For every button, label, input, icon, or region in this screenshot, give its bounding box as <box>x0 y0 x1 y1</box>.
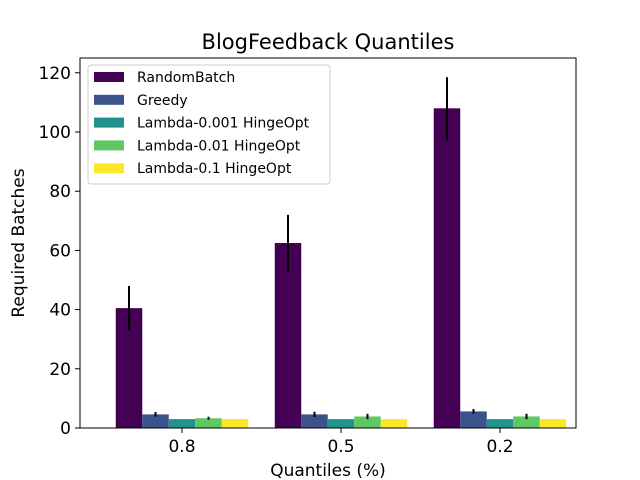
x-axis-label: Quantiles (%) <box>270 461 386 480</box>
legend-label-3: Lambda-0.01 HingeOpt <box>137 138 301 154</box>
y-tick-label-1: 20 <box>49 360 71 380</box>
bars-layer <box>115 108 567 428</box>
bar-1-1 <box>301 414 328 428</box>
bar-3-2 <box>513 416 540 428</box>
legend-swatch-2 <box>94 117 124 128</box>
bar-4-2 <box>539 419 567 428</box>
plot-frame <box>79 57 577 429</box>
y-tick-label-2: 40 <box>49 301 71 321</box>
bar-3-1 <box>354 416 381 428</box>
bar-0-2 <box>433 108 461 428</box>
legend-label-4: Lambda-0.1 HingeOpt <box>137 161 292 177</box>
bar-2-2 <box>486 419 514 428</box>
legend-swatch-3 <box>94 140 124 151</box>
y-axis: 0 20 40 60 80 100 120 <box>39 64 80 439</box>
y-tick-label-3: 60 <box>49 241 71 261</box>
y-axis-label: Required Batches <box>9 168 29 317</box>
x-tick-label-2: 0.2 <box>486 437 513 457</box>
legend: RandomBatch Greedy Lambda-0.001 HingeOpt La… <box>87 64 331 185</box>
legend-label-1: Greedy <box>137 93 188 109</box>
bar-4-1 <box>380 419 408 428</box>
legend-swatch-4 <box>94 163 124 174</box>
bar-1-2 <box>460 411 487 428</box>
x-tick-label-1: 0.5 <box>327 437 354 457</box>
chart-title: BlogFeedback Quantiles <box>202 30 455 54</box>
legend-label-2: Lambda-0.001 HingeOpt <box>137 116 310 132</box>
y-tick-label-5: 100 <box>39 123 71 143</box>
bar-2-1 <box>327 419 355 428</box>
error-bars-layer <box>128 77 528 420</box>
bar-0-1 <box>274 243 302 428</box>
bar-3-0 <box>195 418 222 428</box>
legend-box <box>87 64 331 185</box>
y-tick-label-4: 80 <box>49 182 71 202</box>
legend-swatch-1 <box>94 94 124 105</box>
y-tick-label-0: 0 <box>60 419 71 439</box>
x-axis: 0.8 0.5 0.2 <box>168 428 514 457</box>
y-tick-label-6: 120 <box>39 64 71 84</box>
x-tick-label-0: 0.8 <box>168 437 195 457</box>
legend-swatch-0 <box>94 72 124 82</box>
legend-label-0: RandomBatch <box>137 70 235 86</box>
bar-2-0 <box>168 419 196 428</box>
bar-4-0 <box>221 419 249 428</box>
bar-1-0 <box>142 414 169 428</box>
